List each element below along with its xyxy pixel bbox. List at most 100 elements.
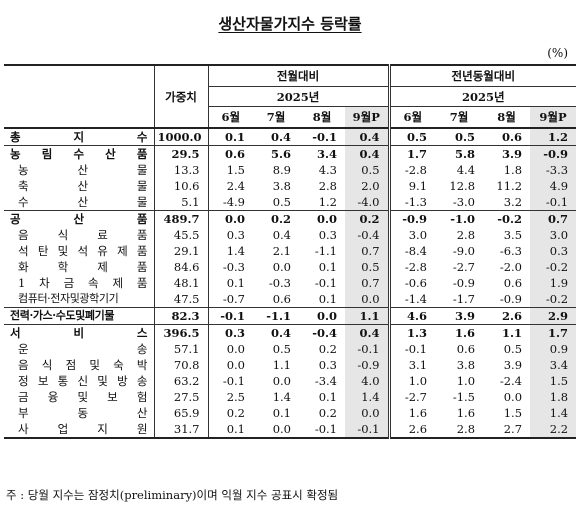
row-label: 서 비 스	[10, 326, 148, 340]
mom-value-cell: -0.4	[312, 326, 337, 340]
yoy-value-cell: 0.0	[503, 390, 523, 404]
mom-value-cell: 1.4	[345, 389, 390, 405]
mom-value-cell: 8.9	[272, 163, 291, 177]
yoy-value-cell: -1.4	[387, 291, 436, 308]
yoy-value-cell: -2.7	[452, 260, 476, 274]
header-blank	[4, 65, 154, 129]
yoy-value-cell: -1.0	[450, 212, 476, 226]
mom-value-cell: 0.4	[345, 324, 390, 341]
mom-value-cell: 0.6	[272, 292, 291, 306]
mom-value-cell: -0.4	[345, 227, 390, 243]
row-label: 1 차 금 속 제 품	[18, 276, 148, 290]
mom-value-cell: -0.3	[268, 276, 291, 290]
yoy-value-cell: 1.0	[387, 373, 436, 389]
mom-value-cell: 0.5	[345, 162, 390, 178]
mom-value-cell: -1.1	[314, 244, 337, 258]
weight-cell: 396.5	[153, 324, 208, 341]
mom-value-cell: 0.4	[345, 145, 390, 162]
table-row: 석 탄 및 석 유 제 품 29.1 1.4 2.1 -1.1 0.7 -8.4 -9.0 -6…	[4, 243, 577, 259]
yoy-value-cell: 2.9	[530, 307, 577, 325]
mom-value-cell: 0.0	[272, 374, 291, 388]
yoy-value-cell: 3.2	[503, 195, 523, 209]
weight-cell: 63.2	[153, 373, 208, 389]
yoy-value-cell: 0.5	[455, 130, 476, 144]
mom-value-cell: 0.2	[345, 210, 390, 227]
mom-value-cell: -0.1	[207, 307, 253, 325]
yoy-value-cell: -0.9	[387, 210, 436, 227]
weight-cell: 10.6	[153, 178, 208, 194]
yoy-value-cell: -6.3	[499, 244, 523, 258]
yoy-value-cell: 1.8	[530, 389, 577, 405]
yoy-value-cell: 3.1	[387, 357, 436, 373]
yoy-value-cell: 4.6	[387, 307, 436, 325]
yoy-value-cell: 5.8	[455, 147, 476, 161]
header-mom: 전월대비	[207, 65, 390, 87]
table-row: 컴퓨터·전자및광학기기 47.5 -0.7 0.6 0.1 0.0 -1.4 -1.7 -0.9…	[4, 291, 577, 308]
table-row: 음 식 점 및 숙 박 70.8 0.0 1.1 0.3 -0.9 3.1 3.8 3.9 3.4	[4, 357, 577, 373]
table-row: 전력·가스·수도및폐기물 82.3 -0.1 -1.1 0.0 1.1 4.6 3.9 2.6 2…	[4, 307, 577, 325]
table-row: 금 융 및 보 험 27.5 2.5 1.4 0.1 1.4 -2.7 -1.5 0.0 1.8	[4, 389, 577, 405]
mom-value-cell: 0.0	[207, 341, 253, 357]
mom-value-cell: 0.0	[316, 309, 337, 323]
mom-value-cell: -4.0	[345, 194, 390, 211]
yoy-value-cell: 1.8	[503, 163, 523, 177]
header-month-mom-4: 9월P	[345, 106, 390, 129]
yoy-value-cell: 0.3	[530, 243, 577, 259]
mom-value-cell: 0.4	[270, 130, 291, 144]
unit-label: (%)	[547, 46, 568, 60]
weight-cell: 31.7	[153, 421, 208, 438]
yoy-value-cell: 0.6	[502, 130, 523, 144]
mom-value-cell: 2.0	[345, 178, 390, 194]
table-row: 사 업 지 원 31.7 0.1 0.0 -0.1 -0.1 2.6 2.8 2.7 2.2	[4, 421, 577, 438]
yoy-value-cell: 1.1	[502, 326, 523, 340]
mom-value-cell: 0.0	[207, 357, 253, 373]
table-row: 1 차 금 속 제 품 48.1 0.1 -0.3 -0.1 0.7 -0.6 -0.9 0.6…	[4, 275, 577, 291]
yoy-value-cell: 2.6	[387, 421, 436, 438]
yoy-value-cell: -0.1	[530, 194, 577, 211]
mom-value-cell: 0.2	[207, 405, 253, 421]
weight-cell: 29.1	[153, 243, 208, 259]
yoy-value-cell: 1.7	[387, 145, 436, 162]
yoy-value-cell: 1.9	[530, 275, 577, 291]
yoy-value-cell: 0.5	[387, 128, 436, 146]
yoy-value-cell: -0.2	[497, 212, 523, 226]
table-row: 서 비 스 396.5 0.3 0.4 -0.4 0.4 1.3 1.6 1.1 1.7	[4, 324, 577, 341]
row-label: 석 탄 및 석 유 제 품	[18, 244, 148, 258]
table-row: 농 산 물 13.3 1.5 8.9 4.3 0.5 -2.8 4.4 1.8 -3.3	[4, 162, 577, 178]
weight-cell: 489.7	[153, 210, 208, 227]
mom-value-cell: 1.4	[272, 390, 291, 404]
yoy-value-cell: 1.6	[387, 405, 436, 421]
mom-value-cell: 0.0	[345, 405, 390, 421]
mom-value-cell: -1.1	[266, 309, 291, 323]
row-label: 화 학 제 품	[18, 260, 148, 274]
yoy-value-cell: -0.9	[499, 292, 523, 306]
yoy-value-cell: 1.7	[530, 324, 577, 341]
mom-value-cell: -0.1	[314, 422, 337, 436]
table-row: 축 산 물 10.6 2.4 3.8 2.8 2.0 9.1 12.8 11.2 4.9	[4, 178, 577, 194]
mom-value-cell: 0.7	[345, 275, 390, 291]
yoy-value-cell: -2.4	[499, 374, 523, 388]
weight-cell: 47.5	[153, 291, 208, 308]
yoy-value-cell: 3.0	[530, 227, 577, 243]
mom-value-cell: 0.0	[345, 291, 390, 308]
header-year-mom: 2025년	[207, 86, 390, 107]
yoy-value-cell: -1.3	[387, 194, 436, 211]
mom-value-cell: 1.1	[272, 358, 291, 372]
mom-value-cell: 0.0	[316, 212, 337, 226]
mom-value-cell: 2.1	[272, 244, 291, 258]
mom-value-cell: 0.1	[318, 292, 337, 306]
mom-value-cell: 2.5	[207, 389, 253, 405]
page-title: 생산자물가지수 등락률	[218, 15, 362, 33]
header-year-yoy: 2025년	[387, 86, 577, 107]
mom-value-cell: 1.4	[207, 243, 253, 259]
weight-cell: 45.5	[153, 227, 208, 243]
row-label: 사 업 지 원	[18, 422, 148, 436]
mom-value-cell: 0.2	[318, 406, 337, 420]
mom-value-cell: 2.4	[207, 178, 253, 194]
mom-value-cell: -0.1	[345, 421, 390, 438]
ppi-table: 가중치 전월대비 전년동월대비 2025년 2025년 6월 7월 8월 9월P 6월 7…	[4, 64, 577, 439]
table-row: 총 지 수 1000.0 0.1 0.4 -0.1 0.4 0.5 0.5 0.6 1.2	[4, 128, 577, 146]
header-month-yoy-1: 6월	[387, 106, 436, 129]
mom-value-cell: 1.1	[345, 307, 390, 325]
yoy-value-cell: -0.9	[530, 145, 577, 162]
